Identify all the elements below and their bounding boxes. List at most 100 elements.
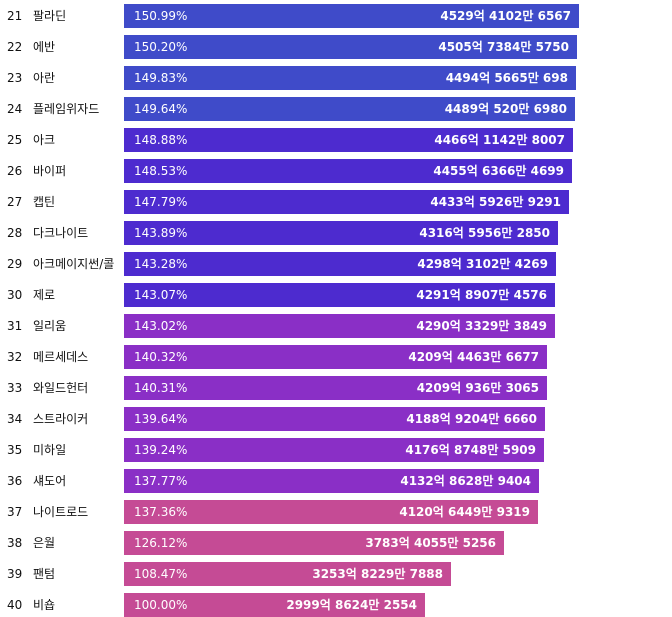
percent-label: 137.77% <box>134 474 188 488</box>
bar: 149.64% 4489억 520만 6980 <box>124 97 575 121</box>
percent-label: 149.64% <box>134 102 188 116</box>
percent-label: 143.28% <box>134 257 188 271</box>
bar-row: 40 비숍 100.00% 2999억 8624만 2554 <box>0 593 672 617</box>
bar-row: 30 제로 143.07% 4291억 8907만 4576 <box>0 283 672 307</box>
class-name-label: 플레임위자드 <box>33 102 100 116</box>
bar-row: 23 아란 149.83% 4494억 5665만 698 <box>0 66 672 90</box>
bar: 137.36% 4120억 6449만 9319 <box>124 500 538 524</box>
bar: 148.53% 4455억 6366만 4699 <box>124 159 572 183</box>
percent-label: 148.53% <box>134 164 188 178</box>
bar: 143.07% 4291억 8907만 4576 <box>124 283 555 307</box>
class-name-label: 에반 <box>33 40 56 54</box>
bar: 139.64% 4188억 9204만 6660 <box>124 407 545 431</box>
bar: 143.89% 4316억 5956만 2850 <box>124 221 558 245</box>
class-name-label: 아란 <box>33 71 56 85</box>
value-label: 4505억 7384만 5750 <box>438 40 569 54</box>
percent-label: 143.89% <box>134 226 188 240</box>
class-name-label: 은월 <box>33 536 56 550</box>
rank-label: 27 <box>7 195 23 209</box>
percent-label: 100.00% <box>134 598 188 612</box>
rank-label: 30 <box>7 288 23 302</box>
value-label: 3783억 4055만 5256 <box>365 536 496 550</box>
bar: 150.99% 4529억 4102만 6567 <box>124 4 579 28</box>
value-label: 4529억 4102만 6567 <box>440 9 571 23</box>
value-label: 4433억 5926만 9291 <box>430 195 561 209</box>
rank-label: 40 <box>7 598 23 612</box>
value-label: 4291억 8907만 4576 <box>416 288 547 302</box>
percent-label: 140.31% <box>134 381 188 395</box>
bar-row: 38 은월 126.12% 3783억 4055만 5256 <box>0 531 672 555</box>
bar-row: 26 바이퍼 148.53% 4455억 6366만 4699 <box>0 159 672 183</box>
value-label: 3253억 8229만 7888 <box>312 567 443 581</box>
rank-label: 21 <box>7 9 23 23</box>
bar-row: 32 메르세데스 140.32% 4209억 4463만 6677 <box>0 345 672 369</box>
rank-label: 37 <box>7 505 23 519</box>
bar-row: 28 다크나이트 143.89% 4316억 5956만 2850 <box>0 221 672 245</box>
rank-label: 25 <box>7 133 23 147</box>
bar-row: 34 스트라이커 139.64% 4188억 9204만 6660 <box>0 407 672 431</box>
bar: 100.00% 2999억 8624만 2554 <box>124 593 425 617</box>
percent-label: 139.24% <box>134 443 188 457</box>
bar-row: 35 미하일 139.24% 4176억 8748만 5909 <box>0 438 672 462</box>
class-name-label: 팔라딘 <box>33 9 67 23</box>
class-name-label: 일리움 <box>33 319 67 333</box>
rank-label: 23 <box>7 71 23 85</box>
percent-label: 143.07% <box>134 288 188 302</box>
percent-label: 108.47% <box>134 567 188 581</box>
rank-label: 39 <box>7 567 23 581</box>
bar: 140.31% 4209억 936만 3065 <box>124 376 547 400</box>
value-label: 4494억 5665만 698 <box>445 71 568 85</box>
percent-label: 137.36% <box>134 505 188 519</box>
percent-label: 139.64% <box>134 412 188 426</box>
bar: 139.24% 4176억 8748만 5909 <box>124 438 544 462</box>
bar: 149.83% 4494억 5665만 698 <box>124 66 576 90</box>
class-name-label: 섀도어 <box>33 474 67 488</box>
bar-row: 29 아크메이지썬/콜 143.28% 4298억 3102만 4269 <box>0 252 672 276</box>
class-name-label: 메르세데스 <box>33 350 89 364</box>
rank-label: 33 <box>7 381 23 395</box>
bar: 137.77% 4132억 8628만 9404 <box>124 469 539 493</box>
value-label: 4290억 3329만 3849 <box>416 319 547 333</box>
value-label: 4455억 6366만 4699 <box>433 164 564 178</box>
class-name-label: 스트라이커 <box>33 412 89 426</box>
value-label: 4466억 1142만 8007 <box>434 133 565 147</box>
rank-label: 31 <box>7 319 23 333</box>
bar-row: 39 팬텀 108.47% 3253억 8229만 7888 <box>0 562 672 586</box>
bar-row: 33 와일드헌터 140.31% 4209억 936만 3065 <box>0 376 672 400</box>
bar-row: 31 일리움 143.02% 4290억 3329만 3849 <box>0 314 672 338</box>
percent-label: 143.02% <box>134 319 188 333</box>
percent-label: 126.12% <box>134 536 188 550</box>
bar-row: 37 나이트로드 137.36% 4120억 6449만 9319 <box>0 500 672 524</box>
class-name-label: 미하일 <box>33 443 67 457</box>
bar: 147.79% 4433억 5926만 9291 <box>124 190 569 214</box>
value-label: 4188억 9204만 6660 <box>406 412 537 426</box>
bar: 126.12% 3783억 4055만 5256 <box>124 531 504 555</box>
value-label: 4132억 8628만 9404 <box>400 474 531 488</box>
rank-label: 34 <box>7 412 23 426</box>
rank-label: 29 <box>7 257 23 271</box>
value-label: 4489억 520만 6980 <box>444 102 567 116</box>
bar-row: 27 캡틴 147.79% 4433억 5926만 9291 <box>0 190 672 214</box>
rank-label: 36 <box>7 474 23 488</box>
class-name-label: 비숍 <box>33 598 56 612</box>
rank-label: 22 <box>7 40 23 54</box>
rank-label: 28 <box>7 226 23 240</box>
bar: 143.28% 4298억 3102만 4269 <box>124 252 556 276</box>
class-name-label: 아크메이지썬/콜 <box>33 257 115 271</box>
bar-row: 22 에반 150.20% 4505억 7384만 5750 <box>0 35 672 59</box>
rank-label: 38 <box>7 536 23 550</box>
rank-label: 26 <box>7 164 23 178</box>
value-label: 2999억 8624만 2554 <box>286 598 417 612</box>
class-name-label: 바이퍼 <box>33 164 67 178</box>
bar: 148.88% 4466억 1142만 8007 <box>124 128 573 152</box>
class-name-label: 제로 <box>33 288 56 302</box>
rank-label: 32 <box>7 350 23 364</box>
bar: 108.47% 3253억 8229만 7888 <box>124 562 451 586</box>
rank-label: 35 <box>7 443 23 457</box>
class-name-label: 캡틴 <box>33 195 56 209</box>
class-name-label: 나이트로드 <box>33 505 89 519</box>
percent-label: 150.20% <box>134 40 188 54</box>
value-label: 4316억 5956만 2850 <box>419 226 550 240</box>
class-name-label: 아크 <box>33 133 56 147</box>
value-label: 4209억 936만 3065 <box>416 381 539 395</box>
